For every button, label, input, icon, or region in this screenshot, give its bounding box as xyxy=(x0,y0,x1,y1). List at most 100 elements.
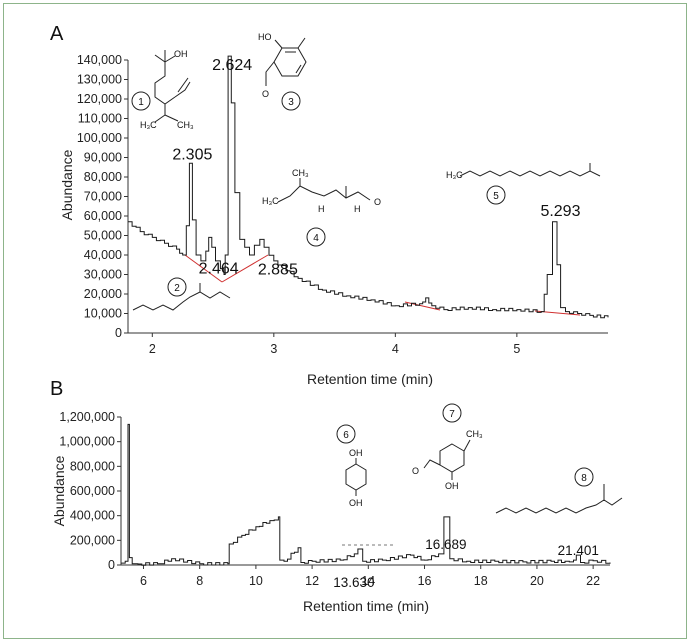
x-tick-label: 3 xyxy=(270,342,277,356)
compound-7-o: O xyxy=(412,466,419,476)
panel-label-b: B xyxy=(50,378,63,400)
x-tick-label: 6 xyxy=(140,574,147,588)
x-tick-label: 16 xyxy=(418,574,432,588)
compound-number-2: 2 xyxy=(174,283,180,294)
y-tick-label: 400,000 xyxy=(70,509,115,523)
compound-number-7: 7 xyxy=(449,409,455,420)
y-tick-label: 60,000 xyxy=(84,209,122,223)
y-tick-label: 110,000 xyxy=(78,112,122,126)
compound-7-circle-group: 7 xyxy=(442,403,462,423)
y-tick-label: 140,000 xyxy=(77,53,122,67)
peak-label: 2.464 xyxy=(199,260,239,277)
compound-4-ch3: CH₃ xyxy=(292,168,309,178)
y-tick-label: 20,000 xyxy=(84,287,122,301)
y-tick-label: 1,200,000 xyxy=(59,410,115,424)
compound-number-5: 5 xyxy=(493,191,499,202)
compound-3-ho: HO xyxy=(258,32,272,42)
chart-b-y-ticks: 0 200,000 400,000 600,000 800,000 1,000,000 1,… xyxy=(59,410,121,572)
y-tick-label: 1,000,000 xyxy=(59,435,115,449)
compound-number-2-circle: 2 xyxy=(167,277,187,297)
compound-8-structure xyxy=(495,484,623,514)
compound-6-circle-group: 6 xyxy=(336,424,356,444)
compound-7-oh: OH xyxy=(445,481,459,491)
y-tick-label: 130,000 xyxy=(77,73,122,87)
compound-4-h3c: H₃C xyxy=(262,196,279,206)
peak-label: 5.293 xyxy=(540,203,580,220)
x-tick-label: 22 xyxy=(586,574,600,588)
compound-4-o: O xyxy=(374,197,381,207)
compound-4-h-a: H xyxy=(318,204,325,214)
compound-1-structure xyxy=(154,50,191,123)
y-tick-label: 800,000 xyxy=(70,459,115,473)
compound-6-oh-top: OH xyxy=(349,448,363,458)
chart-a-trace xyxy=(128,55,609,319)
chart-a-baseline-3 xyxy=(404,301,441,311)
y-tick-label: 70,000 xyxy=(84,190,122,204)
chart-a-x-label: Retention time (min) xyxy=(307,371,433,387)
y-tick-label: 50,000 xyxy=(84,229,122,243)
compound-number-8: 8 xyxy=(581,473,587,484)
y-tick-label: 30,000 xyxy=(84,268,122,282)
compound-4-h-b: H xyxy=(354,204,361,214)
panel-label-a: A xyxy=(50,23,64,45)
compound-3-o: O xyxy=(262,89,269,99)
x-tick-label: 12 xyxy=(305,574,319,588)
chart-a-baseline-1 xyxy=(184,254,223,283)
y-tick-label: 10,000 xyxy=(84,307,122,321)
compound-1-ch3: CH₃ xyxy=(177,120,194,130)
chart-a-x-ticks: 2 3 4 5 xyxy=(149,333,520,356)
x-tick-label: 5 xyxy=(513,342,520,356)
chart-b: 0 200,000 400,000 600,000 800,000 1,000,000 1,… xyxy=(51,410,611,614)
figure-frame xyxy=(3,3,687,639)
compound-number-1-circle: 1 xyxy=(131,91,151,111)
peak-label: 21.401 xyxy=(558,543,599,558)
chart-b-x-label: Retention time (min) xyxy=(303,598,429,614)
y-tick-label: 0 xyxy=(115,326,122,340)
compound-4-structure xyxy=(277,178,371,203)
y-tick-label: 80,000 xyxy=(84,170,122,184)
peak-label: 16.689 xyxy=(425,537,466,552)
y-tick-label: 90,000 xyxy=(84,151,122,165)
x-tick-label: 8 xyxy=(196,574,203,588)
y-tick-label: 100,000 xyxy=(77,131,122,145)
x-tick-label: 18 xyxy=(474,574,488,588)
chart-b-y-label: Abundance xyxy=(51,455,67,526)
compound-5-structure xyxy=(459,163,601,177)
compound-1-h3c: H₃C xyxy=(140,120,157,130)
peak-label: 2.624 xyxy=(212,57,252,74)
y-tick-label: 200,000 xyxy=(70,533,115,547)
compound-7-structure xyxy=(423,439,471,480)
peak-label: 2.305 xyxy=(172,146,212,163)
compound-3-structure xyxy=(265,37,307,86)
compound-6-structure xyxy=(345,458,367,496)
compound-number-5-circle: 5 xyxy=(486,185,506,205)
x-tick-label: 4 xyxy=(392,342,399,356)
peak-label: 13.630 xyxy=(333,575,374,590)
chart-a: 0 10,000 20,000 30,000 40,000 50,000 60,000 70,… xyxy=(59,53,609,387)
peak-label: 2.885 xyxy=(258,261,298,278)
x-tick-label: 2 xyxy=(149,342,156,356)
compound-1-oh: OH xyxy=(174,49,188,59)
chart-a-y-label: Abundance xyxy=(59,149,75,220)
compound-number-4-circle: 4 xyxy=(306,227,326,247)
compound-6-oh-bottom: OH xyxy=(349,498,363,508)
y-tick-label: 0 xyxy=(108,558,115,572)
compound-number-6: 6 xyxy=(343,430,349,441)
compound-8-circle-group: 8 xyxy=(574,467,594,487)
chart-b-trace xyxy=(121,423,611,566)
compound-number-3-circle: 3 xyxy=(281,91,301,111)
chart-a-baseline-2 xyxy=(221,254,269,283)
x-tick-label: 20 xyxy=(530,574,544,588)
compound-number-1: 1 xyxy=(138,97,144,108)
chart-b-peak-labels: 13.630 16.689 21.401 xyxy=(333,537,599,590)
y-tick-label: 600,000 xyxy=(70,484,115,498)
compound-number-3: 3 xyxy=(288,97,294,108)
y-tick-label: 40,000 xyxy=(84,248,122,262)
x-tick-label: 10 xyxy=(249,574,263,588)
x-tick-label: 14 xyxy=(361,574,375,588)
compound-number-4: 4 xyxy=(313,233,319,244)
compound-7-ch3: CH₃ xyxy=(466,429,483,439)
compound-2-structure xyxy=(132,283,231,311)
chart-b-x-ticks: 6 8 10 12 14 16 18 20 22 xyxy=(140,565,600,588)
